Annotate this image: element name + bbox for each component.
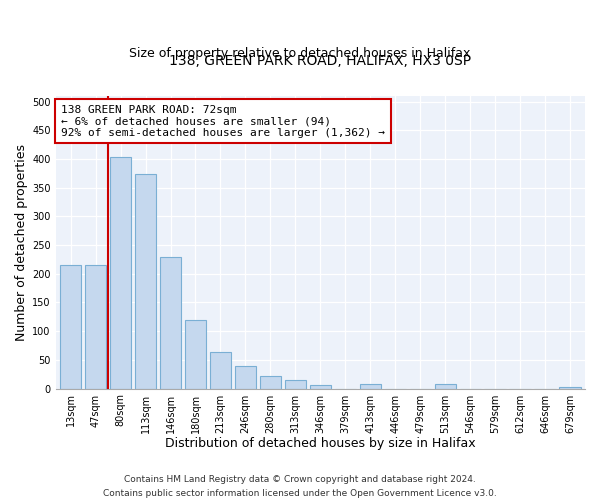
Y-axis label: Number of detached properties: Number of detached properties bbox=[15, 144, 28, 340]
Bar bbox=[160, 257, 181, 388]
X-axis label: Distribution of detached houses by size in Halifax: Distribution of detached houses by size … bbox=[165, 437, 476, 450]
Bar bbox=[559, 387, 581, 388]
Bar bbox=[210, 352, 231, 388]
Bar bbox=[235, 366, 256, 388]
Bar bbox=[135, 174, 156, 388]
Text: Size of property relative to detached houses in Halifax: Size of property relative to detached ho… bbox=[130, 48, 470, 60]
Bar bbox=[285, 380, 306, 388]
Bar bbox=[185, 320, 206, 388]
Bar bbox=[359, 384, 381, 388]
Bar bbox=[434, 384, 456, 388]
Bar bbox=[260, 376, 281, 388]
Title: 138, GREEN PARK ROAD, HALIFAX, HX3 0SP: 138, GREEN PARK ROAD, HALIFAX, HX3 0SP bbox=[169, 54, 472, 68]
Text: 138 GREEN PARK ROAD: 72sqm
← 6% of detached houses are smaller (94)
92% of semi-: 138 GREEN PARK ROAD: 72sqm ← 6% of detac… bbox=[61, 104, 385, 138]
Bar bbox=[310, 385, 331, 388]
Bar bbox=[110, 158, 131, 388]
Text: Contains HM Land Registry data © Crown copyright and database right 2024.
Contai: Contains HM Land Registry data © Crown c… bbox=[103, 476, 497, 498]
Bar bbox=[85, 265, 106, 388]
Bar bbox=[60, 265, 81, 388]
